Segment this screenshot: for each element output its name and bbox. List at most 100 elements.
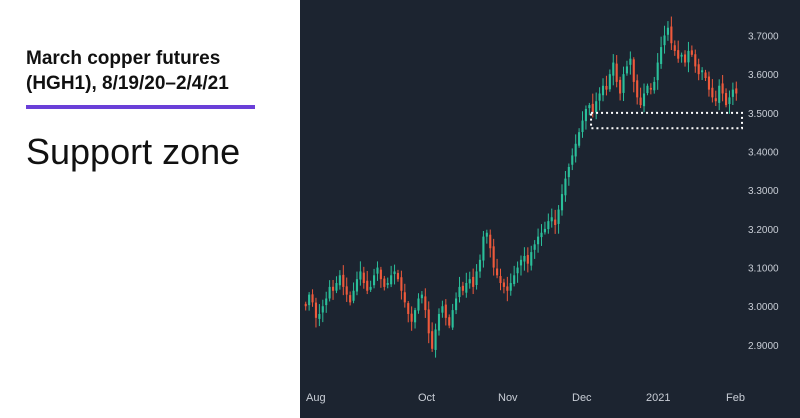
- candle-body: [578, 132, 581, 146]
- candle: [390, 265, 393, 288]
- candle: [431, 322, 434, 352]
- candle-body: [533, 244, 536, 250]
- x-tick-label: Oct: [418, 392, 435, 404]
- candle: [417, 293, 420, 314]
- candle: [711, 79, 714, 103]
- candle: [427, 301, 430, 344]
- candle-body: [424, 296, 427, 311]
- candle-body: [526, 255, 529, 264]
- candle: [502, 278, 505, 294]
- candle-body: [550, 217, 553, 222]
- candle: [578, 128, 581, 148]
- candle: [523, 247, 526, 271]
- candle-body: [619, 79, 622, 94]
- candle: [448, 314, 451, 329]
- candle: [694, 49, 697, 73]
- candle: [615, 55, 618, 88]
- candle-body: [591, 103, 594, 113]
- candle: [437, 308, 441, 336]
- candle: [701, 67, 704, 81]
- candle: [550, 208, 553, 228]
- candle-body: [434, 329, 437, 350]
- x-axis: Aug Oct Nov Dec 2021 Feb: [306, 392, 745, 404]
- candle: [677, 40, 680, 63]
- candle: [342, 265, 345, 296]
- candle: [547, 213, 550, 234]
- candle-body: [472, 276, 475, 287]
- candle-body: [564, 178, 567, 196]
- candle-body: [331, 286, 335, 291]
- candle-body: [714, 98, 717, 102]
- candle-body: [513, 275, 516, 285]
- candle-body: [338, 275, 341, 286]
- candle: [379, 266, 382, 288]
- candle-body: [362, 272, 365, 284]
- candle-body: [574, 143, 577, 157]
- candle: [468, 271, 471, 289]
- candle-body: [629, 58, 632, 65]
- candle: [598, 87, 601, 111]
- candle-body: [646, 85, 649, 94]
- candle: [410, 306, 413, 331]
- candle: [314, 297, 318, 328]
- candle: [362, 266, 365, 289]
- candle-body: [540, 232, 543, 238]
- candle-body: [400, 277, 403, 291]
- candle: [653, 76, 656, 94]
- candle: [393, 264, 396, 285]
- candle-body: [673, 45, 676, 51]
- candle: [458, 276, 461, 303]
- candle: [311, 289, 314, 307]
- candle-body: [420, 294, 423, 299]
- candle-body: [352, 290, 355, 301]
- candle-body: [660, 47, 663, 64]
- candle: [420, 291, 423, 304]
- candle: [605, 75, 608, 96]
- candle-body: [601, 85, 605, 96]
- candle: [359, 261, 362, 286]
- candle: [714, 90, 717, 106]
- candle-body: [489, 234, 492, 249]
- candle-body: [444, 304, 447, 318]
- candle: [584, 105, 587, 130]
- candle-body: [543, 228, 546, 233]
- candle-body: [639, 97, 642, 106]
- candle-body: [560, 194, 564, 211]
- candle: [478, 254, 482, 278]
- candle-body: [496, 268, 499, 276]
- candle-body: [478, 259, 482, 272]
- candle: [666, 21, 670, 41]
- candle: [407, 301, 410, 323]
- candle-body: [711, 87, 714, 98]
- candle: [366, 270, 369, 295]
- title-underline: [26, 105, 255, 109]
- candle-body: [649, 87, 652, 90]
- candle: [318, 304, 321, 327]
- candle: [345, 277, 348, 302]
- candle: [629, 51, 632, 75]
- title-line-1: March copper futures: [26, 48, 221, 69]
- candle-body: [666, 27, 670, 35]
- candle-body: [547, 221, 550, 230]
- candle-body: [355, 279, 359, 292]
- candle: [537, 228, 540, 253]
- x-tick-label: Feb: [726, 392, 745, 404]
- candle: [656, 53, 659, 90]
- candle: [639, 87, 642, 109]
- candle-body: [492, 246, 495, 268]
- candle: [554, 209, 557, 234]
- candle: [506, 276, 509, 302]
- candle-body: [372, 275, 376, 286]
- candle: [632, 57, 635, 93]
- candle-body: [376, 267, 379, 274]
- candle-body: [554, 219, 557, 226]
- candle-body: [670, 26, 673, 44]
- candle: [482, 231, 485, 268]
- candle-body: [516, 267, 519, 274]
- candle: [724, 88, 728, 108]
- candle: [526, 247, 529, 273]
- candle: [376, 261, 379, 281]
- candle: [697, 58, 700, 81]
- candle-body: [683, 54, 687, 63]
- candle-body: [369, 286, 372, 290]
